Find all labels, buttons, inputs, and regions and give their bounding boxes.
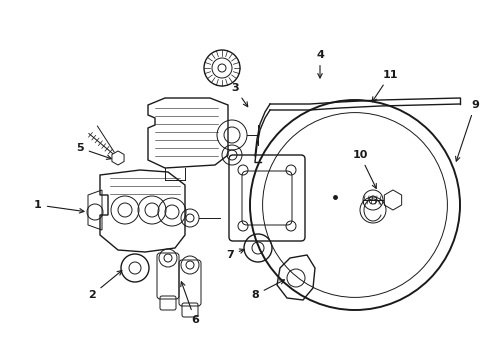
- Text: 4: 4: [315, 50, 323, 78]
- Text: 6: 6: [181, 282, 199, 325]
- Text: 3: 3: [231, 83, 247, 107]
- Text: 10: 10: [351, 150, 376, 188]
- Text: 2: 2: [88, 271, 122, 300]
- Text: 11: 11: [371, 70, 397, 102]
- Text: 9: 9: [455, 100, 478, 161]
- Text: 1: 1: [34, 200, 84, 213]
- Text: 7: 7: [225, 249, 244, 260]
- Text: 8: 8: [251, 280, 284, 300]
- Text: 5: 5: [76, 143, 111, 159]
